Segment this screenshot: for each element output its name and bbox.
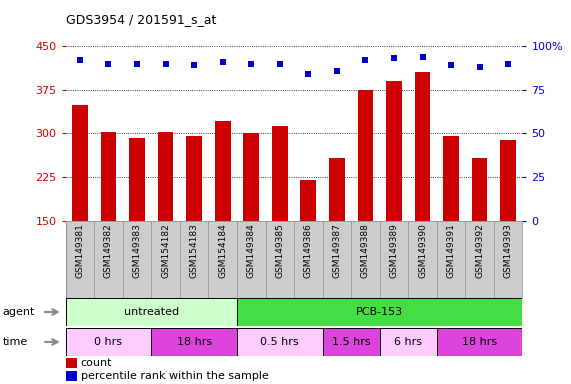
Text: GSM149381: GSM149381 [75, 223, 85, 278]
Text: GSM149388: GSM149388 [361, 223, 370, 278]
Text: GSM149389: GSM149389 [389, 223, 399, 278]
Text: 0.5 hrs: 0.5 hrs [260, 337, 299, 347]
Point [275, 61, 284, 67]
Text: GSM149392: GSM149392 [475, 223, 484, 278]
Text: GSM149391: GSM149391 [447, 223, 456, 278]
Bar [66, 358, 77, 368]
Bar [237, 298, 522, 326]
Text: GSM149383: GSM149383 [132, 223, 142, 278]
Point [332, 68, 341, 74]
Text: GSM149393: GSM149393 [504, 223, 513, 278]
Bar [66, 371, 77, 381]
Text: percentile rank within the sample: percentile rank within the sample [81, 371, 268, 381]
Point [389, 55, 399, 61]
Bar [129, 137, 145, 221]
Text: GDS3954 / 201591_s_at: GDS3954 / 201591_s_at [66, 13, 216, 26]
Text: 0 hrs: 0 hrs [94, 337, 123, 347]
Bar [100, 132, 116, 221]
Text: 1.5 hrs: 1.5 hrs [332, 337, 371, 347]
Text: PCB-153: PCB-153 [356, 307, 403, 317]
Bar [237, 328, 323, 356]
Point [247, 61, 256, 67]
Point [104, 61, 113, 67]
Bar [215, 121, 231, 221]
Text: GSM154182: GSM154182 [161, 223, 170, 278]
Text: GSM149390: GSM149390 [418, 223, 427, 278]
Bar [386, 81, 402, 221]
Bar [472, 158, 488, 221]
Bar [158, 132, 174, 221]
Point [132, 61, 142, 67]
Point [304, 71, 313, 77]
Bar [151, 328, 237, 356]
Bar [66, 328, 151, 356]
Bar [500, 141, 516, 221]
Text: time: time [3, 337, 28, 347]
Bar [357, 90, 373, 221]
Text: GSM149387: GSM149387 [332, 223, 341, 278]
Text: count: count [81, 358, 112, 368]
Bar [437, 328, 522, 356]
Text: 18 hrs: 18 hrs [462, 337, 497, 347]
Bar [443, 136, 459, 221]
Point [161, 61, 170, 67]
Bar [323, 328, 380, 356]
Point [475, 64, 484, 70]
Point [447, 62, 456, 68]
Point [190, 62, 199, 68]
Bar [186, 136, 202, 221]
Point [75, 57, 85, 63]
Text: GSM149385: GSM149385 [275, 223, 284, 278]
Point [504, 61, 513, 67]
Text: GSM154183: GSM154183 [190, 223, 199, 278]
Bar [415, 72, 431, 221]
Text: GSM149386: GSM149386 [304, 223, 313, 278]
Point [361, 57, 370, 63]
Bar [272, 126, 288, 221]
Point [418, 53, 427, 60]
Bar [66, 298, 237, 326]
Point [218, 59, 227, 65]
Text: GSM154184: GSM154184 [218, 223, 227, 278]
Text: agent: agent [3, 307, 35, 317]
Text: 18 hrs: 18 hrs [176, 337, 212, 347]
Bar [72, 106, 88, 221]
Bar [329, 158, 345, 221]
Bar [300, 180, 316, 221]
Text: GSM149382: GSM149382 [104, 223, 113, 278]
Text: 6 hrs: 6 hrs [394, 337, 423, 347]
Text: GSM149384: GSM149384 [247, 223, 256, 278]
Text: untreated: untreated [124, 307, 179, 317]
Bar [380, 328, 437, 356]
Bar [243, 134, 259, 221]
